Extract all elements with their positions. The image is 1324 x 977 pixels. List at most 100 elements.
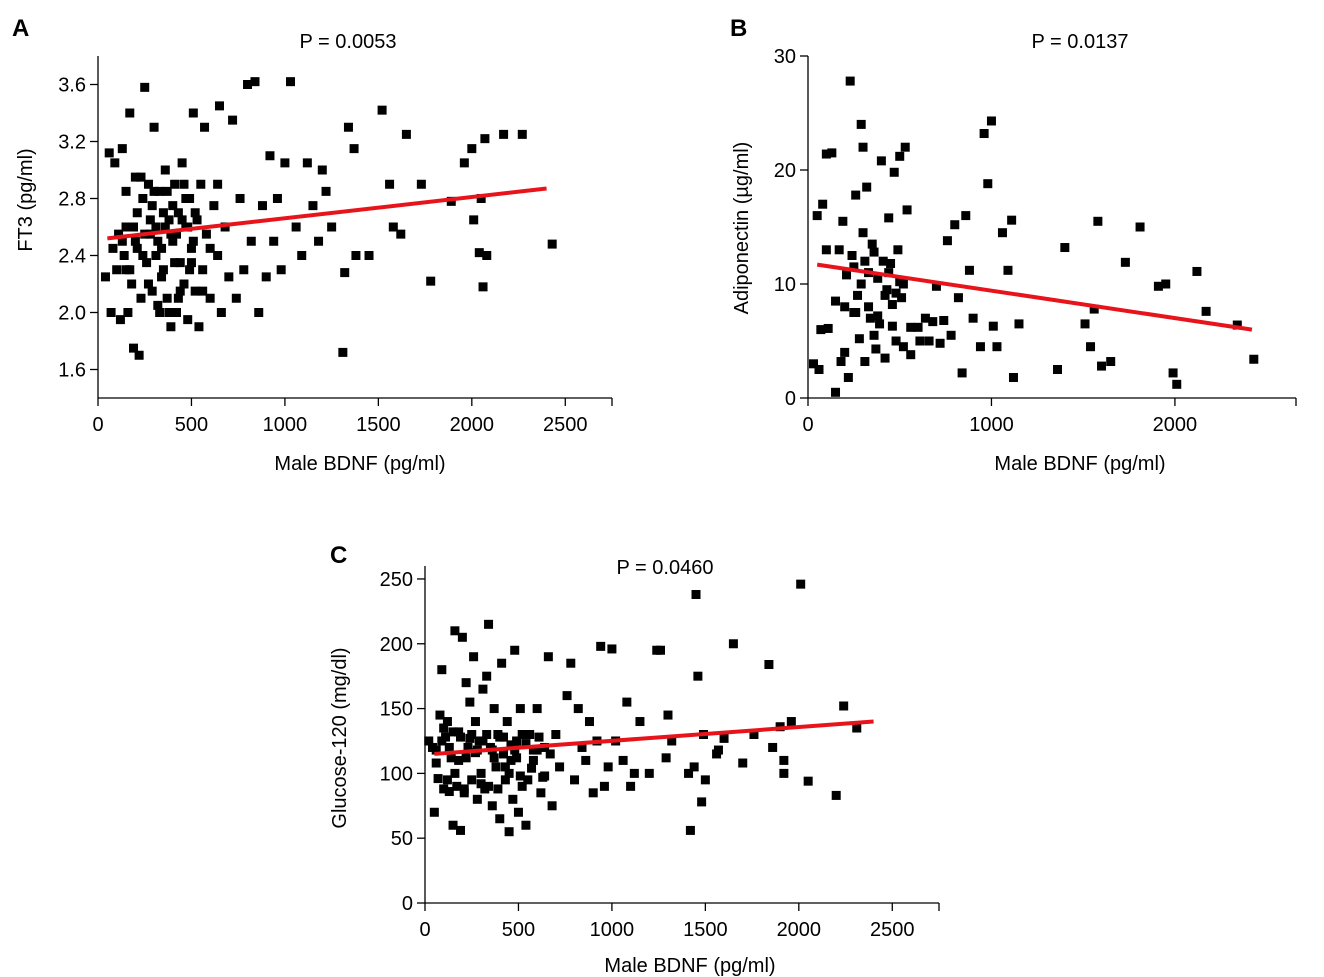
data-point	[1003, 265, 1013, 275]
data-point	[442, 775, 452, 785]
data-point	[939, 315, 949, 325]
data-point	[228, 115, 238, 125]
data-point	[482, 730, 492, 739]
data-point	[884, 268, 894, 278]
data-point	[1014, 319, 1024, 329]
data-point	[186, 243, 196, 253]
data-point	[112, 265, 122, 275]
data-point	[500, 775, 510, 785]
data-point	[1106, 357, 1116, 367]
data-point	[875, 319, 885, 329]
data-point	[517, 129, 527, 139]
data-point	[1120, 257, 1130, 267]
data-point	[482, 251, 492, 260]
data-point	[853, 290, 863, 300]
data-point	[192, 215, 202, 225]
data-point	[534, 732, 544, 742]
data-point	[506, 740, 516, 750]
data-point	[858, 142, 868, 152]
data-point	[1172, 379, 1182, 389]
data-point	[472, 794, 482, 804]
panel-c: 0 500 1000 1500 2000 2500 0 50 100 150 200 250 C P = …	[329, 542, 940, 977]
data-point	[478, 684, 488, 694]
data-point	[136, 172, 146, 182]
data-point	[950, 220, 960, 230]
data-point	[467, 730, 477, 739]
data-point	[467, 775, 477, 785]
y-tick-label: 10	[774, 274, 796, 296]
data-point	[845, 76, 855, 86]
data-point	[644, 768, 654, 778]
data-point	[869, 330, 879, 340]
data-point	[175, 286, 185, 296]
data-point	[506, 755, 516, 765]
data-point	[157, 272, 167, 282]
data-point	[1008, 372, 1018, 382]
data-point	[130, 172, 140, 182]
data-point	[957, 368, 967, 378]
data-point	[149, 186, 159, 196]
data-point	[983, 179, 993, 189]
data-point	[1097, 361, 1107, 371]
data-point	[689, 762, 699, 772]
data-point	[437, 665, 447, 675]
data-point	[461, 678, 471, 688]
data-point	[127, 222, 137, 232]
data-point	[728, 639, 738, 649]
data-point	[302, 158, 312, 168]
data-point	[188, 236, 198, 246]
data-point	[469, 652, 479, 662]
data-point	[140, 82, 150, 92]
data-point	[821, 149, 831, 159]
x-tick-label: 1000	[263, 414, 308, 436]
data-point	[513, 807, 523, 817]
panel-b: 0 1000 2000 0 10 20 30 B P = 0.0137 Male BDNF (pg…	[730, 15, 1297, 475]
y-tick-label: 1.6	[58, 360, 86, 382]
data-point	[250, 77, 260, 87]
data-point	[254, 308, 264, 317]
data-point	[685, 825, 695, 835]
data-point	[480, 134, 490, 144]
data-point	[906, 322, 916, 332]
data-point	[158, 265, 168, 275]
data-point	[887, 321, 897, 331]
data-point	[123, 308, 133, 317]
data-point	[166, 229, 176, 239]
data-point	[470, 717, 480, 727]
data-point	[115, 315, 125, 325]
data-point	[231, 293, 241, 303]
data-point	[280, 158, 290, 168]
data-point	[1060, 243, 1070, 253]
data-point	[426, 276, 436, 286]
data-point	[880, 353, 890, 363]
data-point	[656, 645, 666, 655]
data-point	[1007, 215, 1017, 225]
data-point	[843, 372, 853, 382]
data-point	[809, 359, 819, 369]
data-point	[876, 156, 886, 166]
data-point	[489, 753, 499, 763]
data-point	[871, 344, 881, 354]
data-point	[523, 775, 533, 785]
data-point	[997, 228, 1007, 238]
data-point	[224, 272, 234, 282]
x-tick-label: 1000	[969, 414, 1014, 436]
data-point	[886, 258, 896, 268]
data-point	[566, 658, 576, 668]
data-point	[847, 251, 857, 260]
data-point	[429, 807, 439, 817]
x-axis-label: Male BDNF (pg/ml)	[274, 453, 445, 475]
data-point	[635, 717, 645, 727]
data-point	[719, 733, 729, 743]
y-tick-label: 3.6	[58, 75, 86, 97]
data-point	[889, 167, 899, 177]
data-point	[138, 194, 148, 203]
data-point	[618, 755, 628, 765]
data-point	[478, 282, 488, 292]
data-point	[149, 122, 159, 132]
data-point	[873, 311, 883, 321]
data-point	[489, 704, 499, 714]
data-point	[461, 753, 471, 763]
data-point	[700, 775, 710, 785]
data-point	[749, 730, 759, 739]
